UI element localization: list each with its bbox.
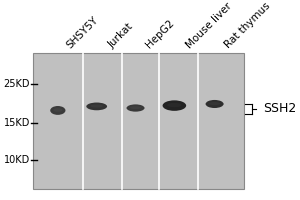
Ellipse shape [167,103,182,107]
Text: HepG2: HepG2 [144,18,176,50]
Ellipse shape [206,100,224,108]
Text: Rat thymus: Rat thymus [223,1,272,50]
Ellipse shape [90,104,103,108]
Ellipse shape [53,108,62,112]
Text: 25KD: 25KD [4,79,30,89]
Ellipse shape [209,102,220,105]
Text: Mouse liver: Mouse liver [184,1,233,50]
Text: 15KD: 15KD [4,118,30,128]
Text: 10KD: 10KD [4,155,30,165]
Ellipse shape [50,106,65,115]
Ellipse shape [163,100,186,111]
Ellipse shape [86,103,107,110]
Text: SHSY5Y: SHSY5Y [65,14,100,50]
Ellipse shape [130,106,141,109]
Ellipse shape [127,104,145,112]
Text: Jurkat: Jurkat [106,21,135,50]
Text: SSH2: SSH2 [263,102,296,115]
Bar [33,53,244,189]
